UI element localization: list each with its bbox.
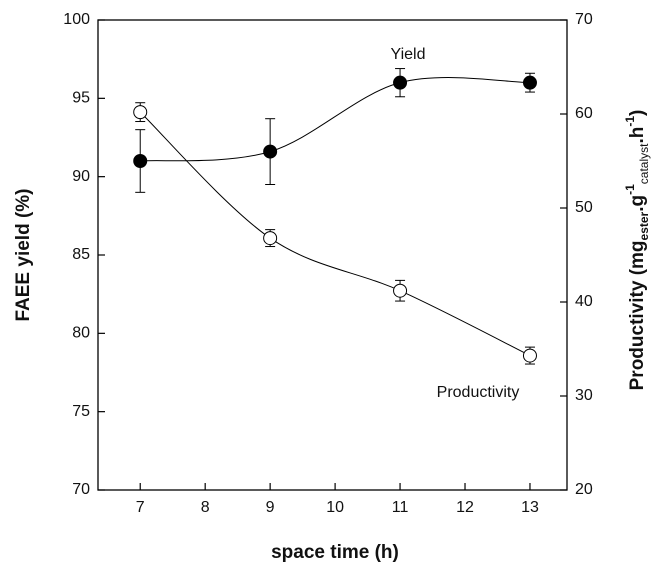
series-annotation: Yield xyxy=(391,46,426,63)
x-tick-label: 9 xyxy=(266,499,275,516)
y-tick-label: 70 xyxy=(72,481,90,498)
y2-label-part: .g xyxy=(627,195,648,212)
y2-label-part: -1 xyxy=(623,116,637,127)
data-point xyxy=(393,75,408,90)
y2-label-part: catalyst xyxy=(637,143,651,184)
x-tick-label: 11 xyxy=(392,499,409,516)
x-tick-label: 13 xyxy=(521,499,539,516)
y2-axis-label: Productivity (mgester.g-1catalyst.h-1) xyxy=(623,110,651,391)
x-tick-label: 12 xyxy=(456,499,474,516)
data-point xyxy=(263,144,278,159)
data-point xyxy=(522,75,537,90)
y2-label-part: .h xyxy=(627,127,648,144)
y2-label-part: ) xyxy=(627,110,648,116)
data-point xyxy=(393,283,408,298)
y2-label-part: -1 xyxy=(623,184,637,195)
y-tick-label: 95 xyxy=(72,90,90,107)
y2-label-part: Productivity (mg xyxy=(627,240,648,390)
y-tick-label: 100 xyxy=(63,11,90,28)
plot-frame xyxy=(97,19,568,491)
x-tick-label: 7 xyxy=(136,499,145,516)
x-tick-label: 10 xyxy=(326,499,344,516)
y2-tick-label: 30 xyxy=(575,387,593,404)
y-tick-label: 80 xyxy=(72,325,90,342)
y-tick-label: 85 xyxy=(72,246,90,263)
y2-tick-label: 70 xyxy=(575,11,593,28)
y2-label-part: ester xyxy=(637,211,651,240)
data-point xyxy=(133,105,148,120)
y-tick-label: 75 xyxy=(72,403,90,420)
y2-tick-label: 40 xyxy=(575,293,593,310)
y2-tick-label: 20 xyxy=(575,481,593,498)
series-line xyxy=(139,111,531,357)
y-tick-label: 90 xyxy=(72,168,90,185)
x-tick-label: 8 xyxy=(201,499,210,516)
data-point xyxy=(133,154,148,168)
y2-tick-label: 60 xyxy=(575,105,593,122)
series-annotation: Productivity xyxy=(437,384,520,401)
y-axis-label: FAEE yield (%) xyxy=(13,188,34,321)
data-point xyxy=(522,348,537,363)
series-line xyxy=(140,77,530,162)
x-axis-label: space time (h) xyxy=(271,542,399,563)
y2-tick-label: 50 xyxy=(575,199,593,216)
data-point xyxy=(263,231,278,246)
